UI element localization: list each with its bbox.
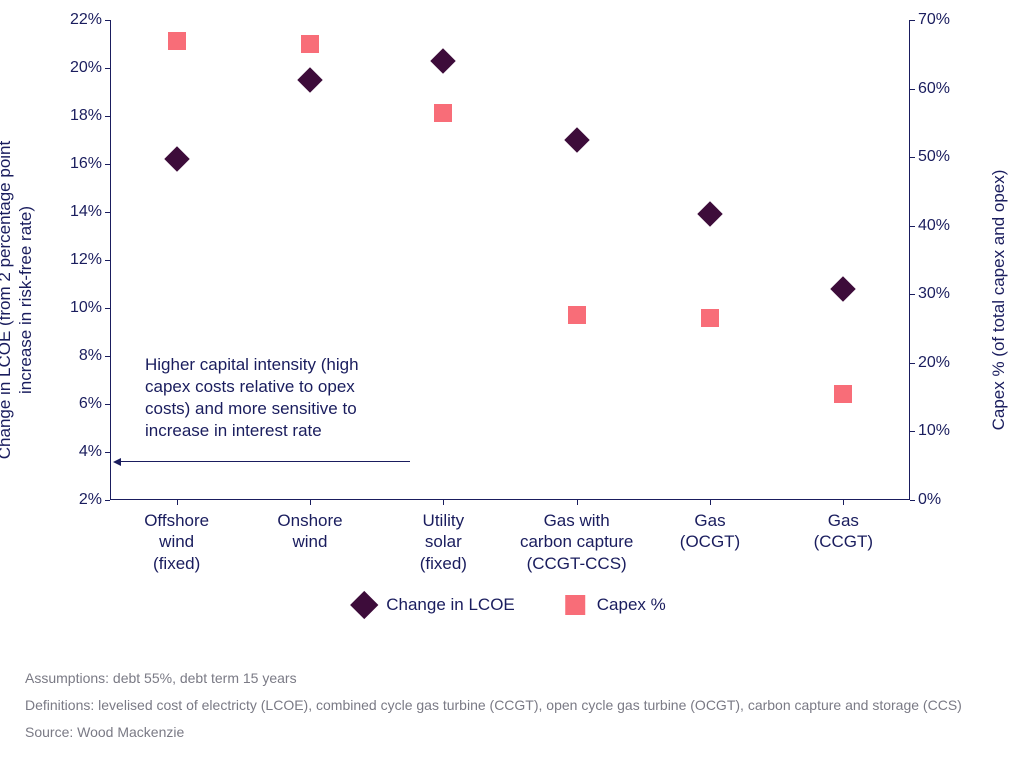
capex-marker: [701, 309, 719, 327]
y1-tick: 10%: [70, 299, 110, 317]
x-category-label: Gas (CCGT): [814, 500, 873, 553]
y1-tick: 14%: [70, 203, 110, 221]
y1-tick-mark: [105, 356, 110, 357]
y2-tick-mark: [910, 431, 915, 432]
x-tick-mark: [310, 500, 311, 505]
square-icon: [565, 595, 585, 615]
lcoe-marker: [564, 127, 589, 152]
footnote-assumptions: Assumptions: debt 55%, debt term 15 year…: [25, 668, 962, 689]
y2-tick: 50%: [910, 148, 950, 166]
y1-tick-mark: [105, 68, 110, 69]
capex-marker: [168, 32, 186, 50]
capex-marker: [834, 385, 852, 403]
y1-tick: 18%: [70, 107, 110, 125]
y2-axis-label: Capex % (of total capex and opex): [988, 170, 1009, 431]
annotation-text: Higher capital intensity (high capex cos…: [145, 354, 425, 442]
annotation-arrow: [120, 461, 410, 462]
y1-tick-mark: [105, 404, 110, 405]
plot-area: Higher capital intensity (high capex cos…: [110, 20, 910, 500]
chart-container: Change in LCOE (from 2 percentage point …: [25, 20, 989, 580]
y2-tick-mark: [910, 20, 915, 21]
y2-tick: 30%: [910, 285, 950, 303]
y2-tick: 10%: [910, 422, 950, 440]
chart-legend: Change in LCOE Capex %: [354, 595, 666, 615]
x-tick-mark: [843, 500, 844, 505]
y2-tick-mark: [910, 89, 915, 90]
capex-marker: [568, 306, 586, 324]
lcoe-marker: [831, 276, 856, 301]
x-category-label: Gas (OCGT): [680, 500, 740, 553]
y2-tick-mark: [910, 294, 915, 295]
x-category-label: Offshore wind (fixed): [144, 500, 209, 574]
y1-tick-mark: [105, 308, 110, 309]
y1-tick-mark: [105, 212, 110, 213]
legend-item-lcoe: Change in LCOE: [354, 595, 515, 615]
legend-item-capex: Capex %: [565, 595, 666, 615]
y2-tick-mark: [910, 157, 915, 158]
y1-tick: 16%: [70, 155, 110, 173]
y1-tick-mark: [105, 500, 110, 501]
footnotes: Assumptions: debt 55%, debt term 15 year…: [25, 668, 962, 749]
x-tick-mark: [577, 500, 578, 505]
x-category-label: Onshore wind: [277, 500, 342, 553]
y2-tick: 70%: [910, 11, 950, 29]
y1-tick: 12%: [70, 251, 110, 269]
footnote-definitions: Definitions: levelised cost of electrict…: [25, 695, 962, 716]
y1-tick-mark: [105, 164, 110, 165]
y2-tick-mark: [910, 226, 915, 227]
y2-tick: 40%: [910, 217, 950, 235]
x-tick-mark: [710, 500, 711, 505]
y1-tick: 22%: [70, 11, 110, 29]
capex-marker: [301, 35, 319, 53]
y1-tick-mark: [105, 452, 110, 453]
y1-tick-mark: [105, 20, 110, 21]
y2-tick-mark: [910, 363, 915, 364]
y1-tick: 20%: [70, 59, 110, 77]
capex-marker: [434, 104, 452, 122]
lcoe-marker: [297, 67, 322, 92]
annotation-arrow-head: [113, 458, 121, 466]
y2-tick: 60%: [910, 80, 950, 98]
legend-label-lcoe: Change in LCOE: [386, 595, 515, 615]
x-category-label: Utility solar (fixed): [420, 500, 467, 574]
lcoe-marker: [697, 202, 722, 227]
y2-tick-mark: [910, 500, 915, 501]
diamond-icon: [350, 591, 378, 619]
x-tick-mark: [443, 500, 444, 505]
y1-tick-mark: [105, 260, 110, 261]
x-tick-mark: [177, 500, 178, 505]
x-axis-line: [110, 499, 910, 500]
y2-tick: 20%: [910, 354, 950, 372]
lcoe-marker: [431, 48, 456, 73]
y1-axis-label: Change in LCOE (from 2 percentage point …: [0, 141, 36, 459]
x-category-label: Gas with carbon capture (CCGT-CCS): [520, 500, 633, 574]
lcoe-marker: [164, 146, 189, 171]
footnote-source: Source: Wood Mackenzie: [25, 722, 962, 743]
y1-axis-line: [110, 20, 111, 500]
y1-tick-mark: [105, 116, 110, 117]
legend-label-capex: Capex %: [597, 595, 666, 615]
